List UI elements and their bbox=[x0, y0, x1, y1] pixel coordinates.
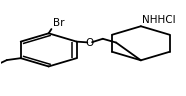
Text: O: O bbox=[85, 38, 94, 48]
Text: NHHCl: NHHCl bbox=[142, 15, 176, 25]
Text: Br: Br bbox=[53, 18, 65, 28]
